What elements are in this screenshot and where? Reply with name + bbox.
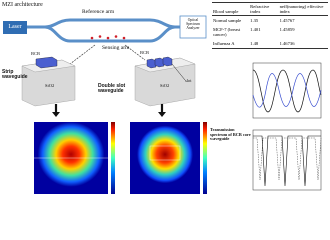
page: {"header": {"title": "MZI architecture"}… bbox=[2, 2, 328, 194]
column-header: neff(nanoring) effective index bbox=[278, 2, 328, 17]
spectrum-caption: Transmission spectrum of BCB core wavegu… bbox=[210, 127, 251, 141]
laser-label: Laser bbox=[8, 24, 22, 30]
slot-substrate-label: SiO2 bbox=[160, 83, 170, 88]
strip-core-label: BCB bbox=[31, 51, 41, 56]
strip-substrate-label: SiO2 bbox=[45, 83, 55, 88]
table-cell: MCF-7 (breast cancer) bbox=[213, 27, 241, 38]
slot-core-label: BCB bbox=[140, 50, 150, 55]
sensing-arm-label: Sensing arm bbox=[102, 45, 130, 51]
spectrum-curve bbox=[252, 69, 322, 113]
slot-outline bbox=[149, 145, 181, 161]
arrow-head bbox=[158, 112, 166, 117]
table-body: Normal sample 1.35 1.45767 MCF-7 (breast ca… bbox=[212, 16, 328, 50]
slot-pointer bbox=[171, 63, 186, 81]
laser-box bbox=[3, 21, 27, 34]
plot-frame bbox=[252, 62, 322, 119]
strip-core bbox=[35, 56, 58, 69]
mzi-fiber bbox=[27, 18, 180, 43]
table-cell: Influenza A bbox=[212, 39, 250, 50]
slot-rails bbox=[146, 56, 173, 69]
double-slot-title: Double slot waveguide bbox=[98, 83, 126, 95]
analyzer-label: Optical Spectrum Analyzer bbox=[186, 18, 200, 30]
arrow bbox=[69, 44, 96, 65]
table-cell: 1.45859 bbox=[279, 27, 295, 33]
plot-frame bbox=[252, 129, 322, 191]
slot-label: slot bbox=[185, 78, 192, 83]
colorbar bbox=[111, 122, 115, 194]
reference-arm-label: Reference arm bbox=[82, 9, 115, 15]
table-cell: 1.46736 bbox=[278, 39, 328, 50]
spectrum-curve bbox=[252, 73, 322, 108]
blood-table: Blood sample Refractive index neff(nanorin… bbox=[212, 2, 328, 50]
column-header: Blood sample bbox=[212, 2, 250, 17]
figure: MZI architecture Laser Reference arm Sen… bbox=[2, 2, 328, 194]
arrow bbox=[124, 44, 146, 61]
spectrum-curve bbox=[253, 137, 322, 181]
table-row: Normal sample 1.35 1.45767 bbox=[212, 16, 328, 26]
table-cell: 1.48 bbox=[249, 39, 279, 50]
arrow-head bbox=[52, 112, 60, 117]
table-header: Blood sample Refractive index neff(nanorin… bbox=[212, 2, 328, 17]
analyzer-box bbox=[179, 15, 207, 39]
table-row: Influenza A 1.48 1.46736 bbox=[212, 39, 328, 50]
table-cell: 1.45767 bbox=[279, 18, 295, 24]
table-cell: 1.401 bbox=[250, 27, 261, 33]
column-header: Refractive index bbox=[249, 2, 279, 17]
blood-drops bbox=[90, 35, 126, 40]
spectrum-curve bbox=[253, 135, 321, 187]
colorbar bbox=[203, 122, 207, 194]
strip-title: Strip waveguide bbox=[2, 69, 28, 81]
table-row: MCF-7 (breast cancer) 1.401 1.45859 bbox=[212, 25, 328, 39]
table-cell: Normal sample bbox=[213, 18, 242, 24]
mode-field bbox=[130, 122, 200, 194]
table-cell: 1.35 bbox=[250, 18, 259, 24]
figure-graphics bbox=[3, 15, 322, 194]
title: MZI architecture bbox=[2, 2, 43, 8]
